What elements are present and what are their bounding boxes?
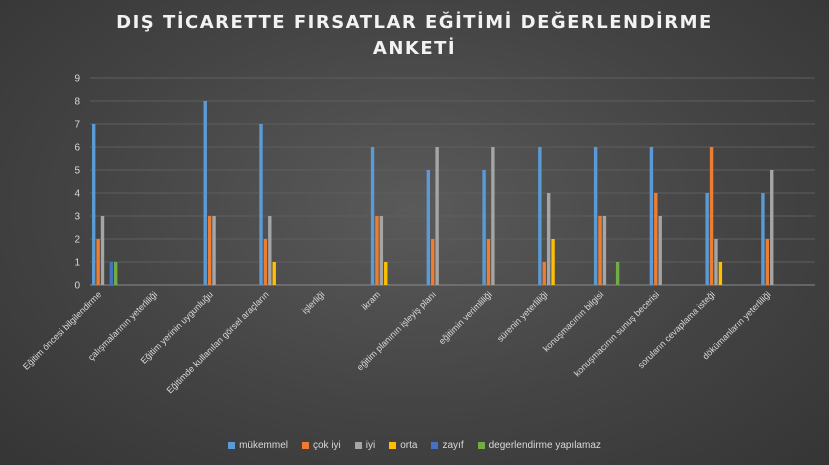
bar-3-10 bbox=[602, 216, 607, 285]
bar-4-6 bbox=[384, 262, 388, 285]
chart-title-line-1: DIŞ TİCARETTE FIRSATLAR EĞİTİMİ DEĞERLEN… bbox=[116, 12, 713, 33]
bar-3-6 bbox=[379, 216, 384, 285]
bar-2-8 bbox=[486, 239, 491, 285]
bar-3-3 bbox=[212, 216, 216, 285]
bar-3-12 bbox=[714, 239, 718, 285]
legend-item-2: çok iyi bbox=[302, 440, 341, 451]
legend-swatch-4 bbox=[389, 442, 397, 449]
bar-2-12 bbox=[709, 147, 714, 285]
bar-1-11 bbox=[649, 147, 654, 285]
bar-2-3 bbox=[207, 216, 212, 285]
bar-6-1 bbox=[114, 262, 118, 285]
bar-2-4 bbox=[263, 239, 268, 285]
bar-1-8 bbox=[482, 170, 486, 285]
y-tick-label-1: 1 bbox=[74, 258, 80, 269]
bar-1-9 bbox=[538, 147, 542, 285]
bar-3-4 bbox=[268, 216, 272, 285]
legend-swatch-6 bbox=[477, 442, 485, 449]
y-tick-label-5: 5 bbox=[74, 166, 80, 177]
legend-item-6: degerlendirme yapılamaz bbox=[477, 440, 601, 451]
bar-2-10 bbox=[598, 216, 602, 285]
y-tick-label-2: 2 bbox=[74, 235, 80, 246]
y-tick-label-3: 3 bbox=[74, 212, 80, 223]
chart-title: DIŞ TİCARETTE FIRSATLAR EĞİTİMİ DEĞERLEN… bbox=[0, 10, 829, 62]
x-tick-label-5: işlerliği bbox=[300, 289, 327, 316]
legend-item-3: iyi bbox=[354, 440, 376, 451]
bar-4-12 bbox=[718, 262, 723, 285]
y-tick-label-6: 6 bbox=[74, 143, 80, 154]
y-tick-label-8: 8 bbox=[74, 97, 80, 108]
x-tick-label-9: sürenin yeterliliği bbox=[495, 289, 549, 343]
y-tick-label-4: 4 bbox=[74, 189, 80, 200]
legend-label-2: çok iyi bbox=[313, 440, 341, 451]
bar-2-11 bbox=[654, 193, 658, 285]
bar-2-7 bbox=[431, 239, 435, 285]
bar-3-13 bbox=[770, 170, 774, 285]
legend-swatch-2 bbox=[302, 442, 309, 449]
legend-item-4: orta bbox=[389, 440, 417, 451]
bar-1-3 bbox=[203, 101, 207, 285]
bar-1-10 bbox=[593, 147, 598, 285]
chart-title-line-2: ANKETİ bbox=[372, 38, 457, 59]
bar-1-6 bbox=[370, 147, 375, 285]
legend-label-3: iyi bbox=[365, 440, 376, 451]
bar-1-13 bbox=[761, 193, 765, 285]
x-tick-label-4: Eğitimde kullanılan görsel araçların bbox=[165, 289, 271, 395]
legend-item-5: zayıf bbox=[431, 440, 464, 451]
legend-label-4: orta bbox=[400, 440, 418, 451]
bar-3-7 bbox=[435, 147, 439, 285]
bar-3-9 bbox=[546, 193, 551, 285]
x-tick-label-10: konuşmacının bilgisi bbox=[541, 289, 605, 353]
y-tick-label-0: 0 bbox=[74, 281, 80, 292]
y-tick-label-7: 7 bbox=[74, 120, 80, 131]
bar-1-7 bbox=[426, 170, 431, 285]
x-tick-label-8: eğitimin verimliliği bbox=[437, 289, 494, 346]
legend-swatch-1 bbox=[228, 442, 236, 449]
legend-label-1: mükemmel bbox=[239, 440, 288, 451]
legend-swatch-5 bbox=[431, 442, 439, 449]
bar-5-1 bbox=[109, 262, 113, 285]
legend-label-6: degerlendirme yapılamaz bbox=[488, 440, 601, 451]
legend-swatch-3 bbox=[354, 442, 362, 449]
bar-2-13 bbox=[765, 239, 770, 285]
bar-4-4 bbox=[272, 262, 276, 285]
bar-3-8 bbox=[491, 147, 495, 285]
legend-item-1: mükemmel bbox=[228, 440, 288, 451]
bar-1-4 bbox=[259, 124, 263, 285]
bar-6-10 bbox=[615, 262, 620, 285]
x-tick-label-6: ikram bbox=[360, 289, 383, 312]
bar-2-9 bbox=[542, 262, 546, 285]
bar-2-6 bbox=[375, 216, 379, 285]
bar-3-1 bbox=[100, 216, 105, 285]
legend-label-5: zayıf bbox=[442, 440, 464, 451]
y-tick-label-9: 9 bbox=[74, 74, 80, 85]
bar-2-1 bbox=[96, 239, 100, 285]
bar-1-1 bbox=[92, 124, 96, 285]
bar-4-9 bbox=[551, 239, 555, 285]
bar-3-11 bbox=[658, 216, 662, 285]
legend: mükemmel çok iyi iyi orta zayıf degerlendirme… bbox=[0, 440, 829, 451]
bar-1-12 bbox=[705, 193, 709, 285]
